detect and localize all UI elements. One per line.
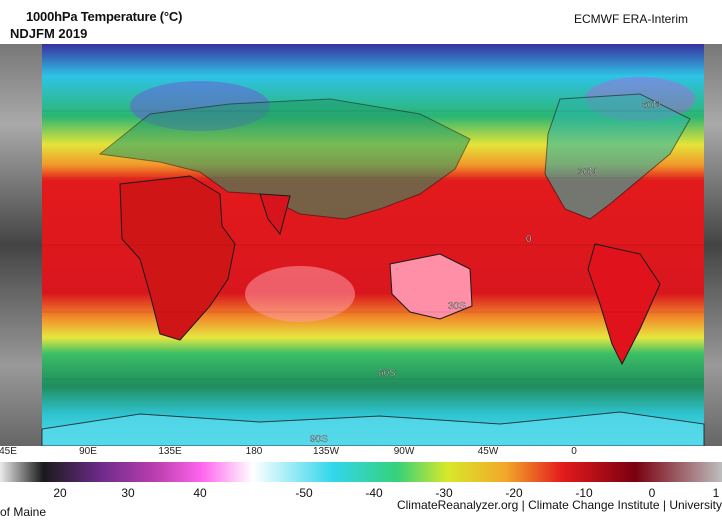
graticule [42,110,704,380]
lat-label-30s: 30S [448,301,466,312]
lon-tick-180: 180 [245,446,263,457]
india-landmass [259,193,291,236]
lon-tick-0: 0 [571,446,577,457]
lat-label-60s: 60S [378,368,396,379]
lon-tick-90e: 90E [79,446,97,457]
colorbar-label-20: 20 [53,486,67,500]
map-subtitle: NDJFM 2019 [10,26,88,41]
colorbar-label-neg10: -10 [575,486,593,500]
eurasia-landmass [98,98,471,220]
temperature-map: 60N 30N 0 30S 60S 90S [0,44,722,446]
temperature-colorbar [0,462,722,482]
africa-landmass [119,175,236,341]
lat-label-30n: 30N [578,167,596,178]
lat-label-90s: 90S [310,434,328,445]
credit-line: ClimateReanalyzer.org | Climate Change I… [396,498,722,512]
colorbar-label-neg40: -40 [365,486,383,500]
colorbar-label-0: 0 [648,486,656,500]
lon-tick-45w: 45W [477,446,499,457]
warm-pool-indian-ocean [245,266,355,322]
colorbar-label-neg30: -30 [435,486,453,500]
colorbar-label-neg50: -50 [295,486,313,500]
map-right-margin [704,44,722,446]
colorbar-label-1: 1 [712,486,720,500]
colorbar-label-30: 30 [121,486,135,500]
data-source-label: ECMWF ERA-Interim [574,12,688,26]
north-america-landmass [544,93,691,220]
colorbar-label-40: 40 [193,486,207,500]
credit-line-continued: of Maine [0,505,47,519]
lon-tick-135e: 135E [158,446,182,457]
map-title: 1000hPa Temperature (°C) [26,9,183,24]
lon-tick-45e: 45E [0,446,17,457]
lat-label-0: 0 [526,234,532,245]
map-left-margin [0,44,42,446]
lat-label-60n: 60N [642,100,660,111]
colorbar-label-neg20: -20 [505,486,523,500]
lon-tick-90w: 90W [393,446,415,457]
south-america-landmass [587,243,661,366]
australia-landmass [389,253,473,320]
antarctica-landmass [41,411,705,446]
colorbar-gradient [0,462,722,482]
lon-tick-135w: 135W [312,446,340,457]
